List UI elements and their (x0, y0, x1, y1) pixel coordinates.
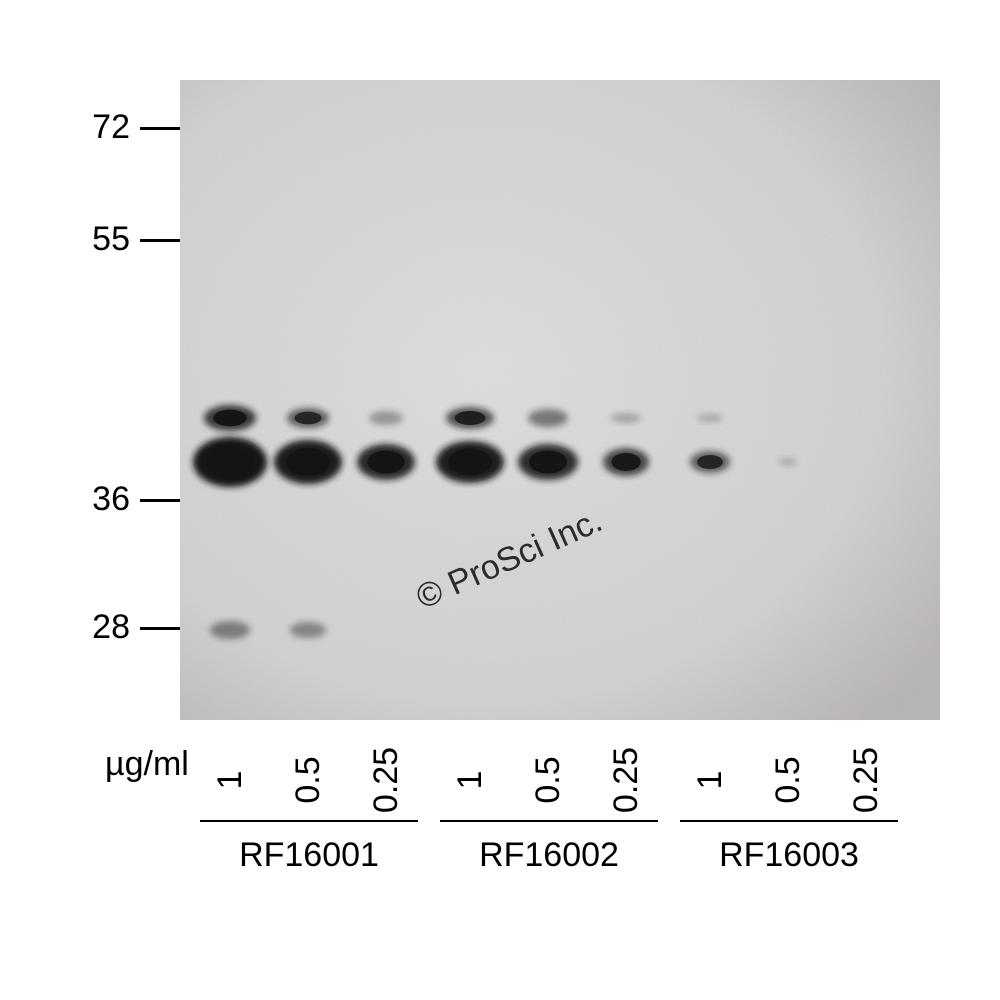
western-blot-membrane (180, 80, 940, 720)
antibody-group-label: RF16002 (440, 836, 658, 875)
lane-concentration-label: 1 (430, 740, 510, 820)
mw-marker-tick (140, 499, 180, 502)
mw-marker-tick (140, 127, 180, 130)
lane-concentration-label: 0.5 (268, 740, 348, 820)
mw-marker-tick (140, 239, 180, 242)
mw-marker-label: 28 (70, 608, 130, 647)
lane-concentration-label: 0.25 (826, 740, 906, 820)
unit-label: µg/ml (105, 745, 189, 784)
lane-concentration-label: 1 (670, 740, 750, 820)
lane-concentration-label: 0.5 (748, 740, 828, 820)
antibody-group-label: RF16001 (200, 836, 418, 875)
group-divider-bar (680, 820, 898, 822)
lane-concentration-label: 0.25 (586, 740, 666, 820)
lane-concentration-label: 0.25 (346, 740, 426, 820)
mw-marker-label: 36 (70, 480, 130, 519)
mw-marker-tick (140, 627, 180, 630)
mw-marker-label: 72 (70, 108, 130, 147)
group-divider-bar (200, 820, 418, 822)
antibody-group-label: RF16003 (680, 836, 898, 875)
mw-marker-label: 55 (70, 220, 130, 259)
group-divider-bar (440, 820, 658, 822)
lane-concentration-label: 1 (190, 740, 270, 820)
figure-stage: 72553628 10.50.2510.50.2510.50.25 µg/ml … (0, 0, 1000, 1000)
lane-concentration-label: 0.5 (508, 740, 588, 820)
